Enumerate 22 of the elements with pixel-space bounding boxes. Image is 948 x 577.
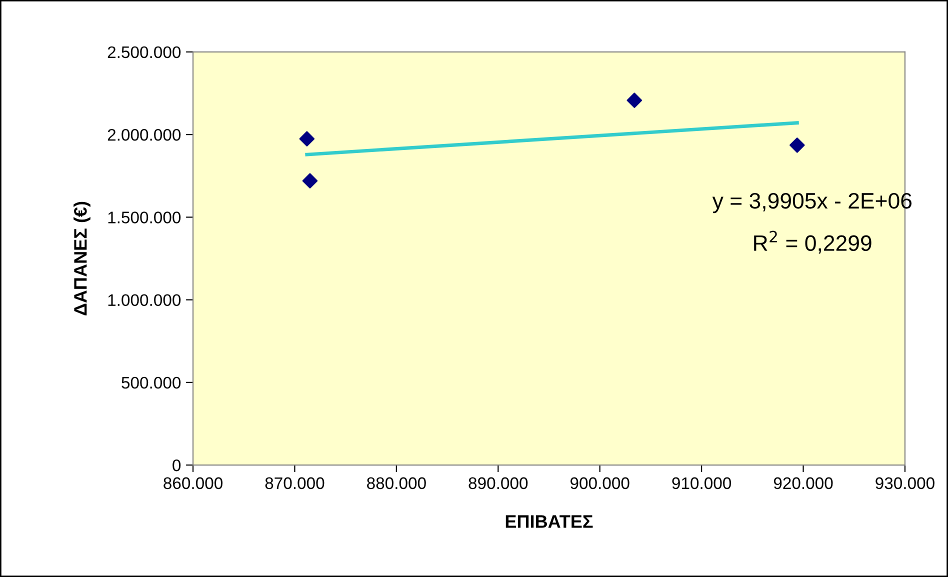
x-tick-label: 900.000 [570, 477, 630, 490]
point [302, 173, 318, 188]
y-tick-label: 2.500.000 [108, 46, 181, 58]
point [790, 137, 805, 153]
x-axis-title: ΕΠΙΒΑΤΕΣ [506, 515, 593, 528]
x-tick-label: 910.000 [672, 477, 732, 490]
annotation: R$^{2}$ = 0,2299 [754, 230, 872, 254]
point [626, 92, 642, 108]
x-tick-label: 860.000 [164, 477, 222, 490]
x-tick-label: 880.000 [367, 477, 426, 490]
point [299, 131, 315, 146]
x-tick-label: 920.000 [774, 477, 833, 490]
y-tick-label: 0 [172, 459, 181, 472]
y-tick-label: 2.000.000 [108, 128, 181, 141]
x-tick-label: 870.000 [265, 477, 324, 490]
y-tick-label: 1.500.000 [108, 212, 181, 224]
y-tick-label: 1.000.000 [108, 294, 181, 306]
y-axis-title: ΔΑΠΑΝΕΣ (€) [74, 202, 90, 316]
annotation: y = 3,9905x - 2E+06 [712, 192, 912, 214]
x-tick-label: 890.000 [468, 477, 528, 490]
x-tick-label: 930.000 [876, 477, 934, 490]
y-tick-label: 500.000 [122, 376, 181, 389]
